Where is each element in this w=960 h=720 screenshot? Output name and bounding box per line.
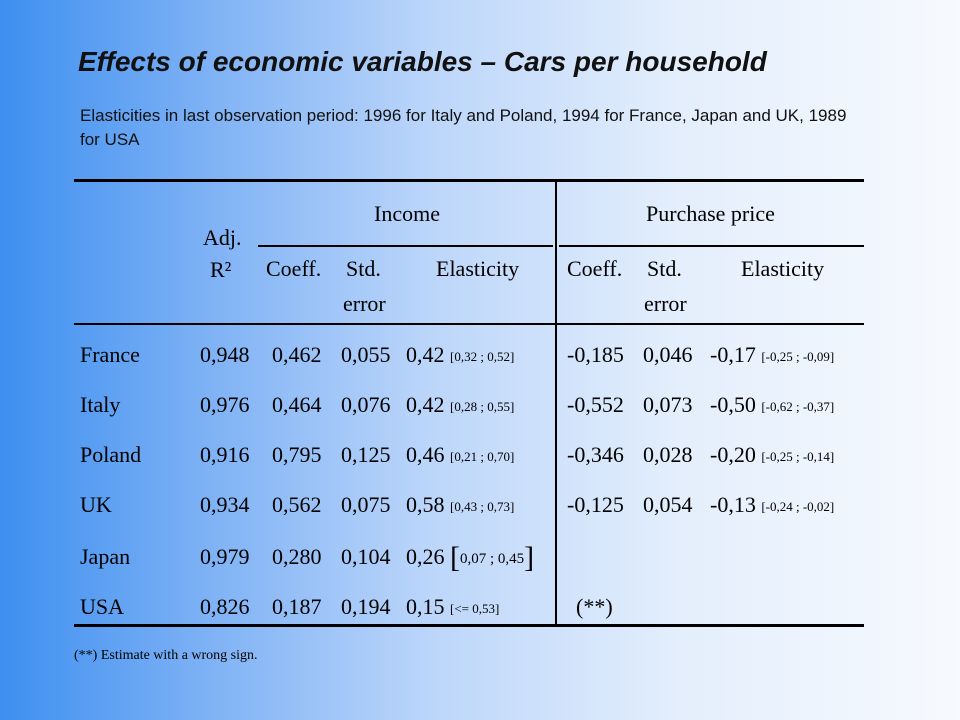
header-income-elasticity: Elasticity	[436, 256, 520, 281]
country-name: Poland	[80, 442, 142, 467]
price-std-error: 0,028	[643, 442, 693, 467]
income-elasticity: 0,58 [0,43 ; 0,73]	[406, 492, 514, 518]
price-coeff: -0,125	[567, 492, 624, 517]
ci-open-bracket: [	[450, 541, 460, 574]
adj-r2-value: 0,934	[200, 492, 250, 517]
income-elasticity: 0,42 [0,28 ; 0,55]	[406, 392, 514, 418]
header-income-coeff: Coeff.	[266, 256, 322, 281]
country-name: Italy	[80, 392, 121, 417]
table-bottom-rule	[74, 624, 864, 627]
income-coeff: 0,464	[272, 392, 322, 417]
income-coeff: 0,462	[272, 342, 322, 367]
header-price-elasticity: Elasticity	[741, 256, 825, 281]
income-std-error: 0,125	[341, 442, 391, 467]
confidence-interval: 0,07 ; 0,45	[460, 551, 525, 567]
income-elasticity: 0,26 [0,07 ; 0,45]	[406, 543, 534, 573]
country-name: Japan	[80, 544, 131, 569]
adj-r2-value: 0,916	[200, 442, 250, 467]
income-coeff: 0,795	[272, 442, 322, 467]
wrong-sign-note: (**)	[576, 594, 613, 619]
adj-r2-value: 0,979	[200, 544, 250, 569]
header-income-std-error: error	[343, 291, 386, 316]
header-purchase-price: Purchase price	[646, 201, 775, 226]
adj-r2-value: 0,826	[200, 594, 250, 619]
price-std-error: 0,046	[643, 342, 693, 367]
elasticity-value: 0,26	[406, 544, 445, 569]
header-price-std: Std.	[647, 256, 682, 281]
confidence-interval: [-0,24 ; -0,02]	[761, 499, 835, 514]
header-r2: R²	[210, 257, 232, 282]
price-coeff: -0,346	[567, 442, 624, 467]
income-elasticity: 0,15 [<= 0,53]	[406, 594, 499, 620]
country-name: France	[80, 342, 140, 367]
elasticity-value: 0,58	[406, 492, 445, 517]
income-underline	[258, 245, 553, 247]
price-coeff: -0,185	[567, 342, 624, 367]
confidence-interval: [<= 0,53]	[450, 601, 500, 616]
income-coeff: 0,562	[272, 492, 322, 517]
income-coeff: 0,187	[272, 594, 322, 619]
header-adj: Adj.	[203, 225, 242, 250]
header-income: Income	[374, 201, 440, 226]
elasticity-value: 0,46	[406, 442, 445, 467]
elasticity-value: -0,17	[710, 342, 756, 367]
header-price-coeff: Coeff.	[567, 256, 623, 281]
confidence-interval: [0,28 ; 0,55]	[450, 399, 515, 414]
table-top-rule	[74, 179, 864, 182]
ci-close-bracket: ]	[524, 541, 535, 574]
income-elasticity: 0,46 [0,21 ; 0,70]	[406, 442, 514, 468]
elasticity-value: -0,50	[710, 392, 756, 417]
confidence-interval: [-0,25 ; -0,09]	[761, 349, 835, 364]
country-name: USA	[80, 594, 125, 619]
slide-subtitle: Elasticities in last observation period:…	[80, 106, 847, 149]
confidence-interval: [0,21 ; 0,70]	[450, 449, 515, 464]
elasticity-value: -0,20	[710, 442, 756, 467]
confidence-interval: [0,43 ; 0,73]	[450, 499, 515, 514]
income-std-error: 0,055	[341, 342, 391, 367]
country-name: UK	[80, 492, 112, 517]
header-price-std-error: error	[644, 291, 687, 316]
elasticity-value: 0,15	[406, 594, 445, 619]
confidence-interval: [-0,62 ; -0,37]	[761, 399, 835, 414]
price-std-error: 0,073	[643, 392, 693, 417]
income-std-error: 0,075	[341, 492, 391, 517]
header-bottom-rule	[74, 323, 864, 325]
elasticity-value: 0,42	[406, 392, 445, 417]
income-std-error: 0,194	[341, 594, 391, 619]
income-elasticity: 0,42 [0,32 ; 0,52]	[406, 342, 514, 368]
slide-title: Effects of economic variables – Cars per…	[78, 46, 767, 77]
confidence-interval: [0,32 ; 0,52]	[450, 349, 515, 364]
price-coeff: -0,552	[567, 392, 624, 417]
price-elasticity: -0,20 [-0,25 ; -0,14]	[710, 442, 834, 468]
footnote: (**) Estimate with a wrong sign.	[74, 648, 258, 663]
elasticity-value: 0,42	[406, 342, 445, 367]
elasticity-value: -0,13	[710, 492, 756, 517]
header-income-std: Std.	[346, 256, 381, 281]
price-elasticity: -0,17 [-0,25 ; -0,09]	[710, 342, 834, 368]
confidence-interval: [-0,25 ; -0,14]	[761, 449, 835, 464]
column-divider	[555, 181, 557, 626]
adj-r2-value: 0,948	[200, 342, 250, 367]
income-coeff: 0,280	[272, 544, 322, 569]
price-elasticity: -0,50 [-0,62 ; -0,37]	[710, 392, 834, 418]
adj-r2-value: 0,976	[200, 392, 250, 417]
price-elasticity: -0,13 [-0,24 ; -0,02]	[710, 492, 834, 518]
income-std-error: 0,104	[341, 544, 391, 569]
price-std-error: 0,054	[643, 492, 693, 517]
income-std-error: 0,076	[341, 392, 391, 417]
price-underline	[559, 245, 864, 247]
